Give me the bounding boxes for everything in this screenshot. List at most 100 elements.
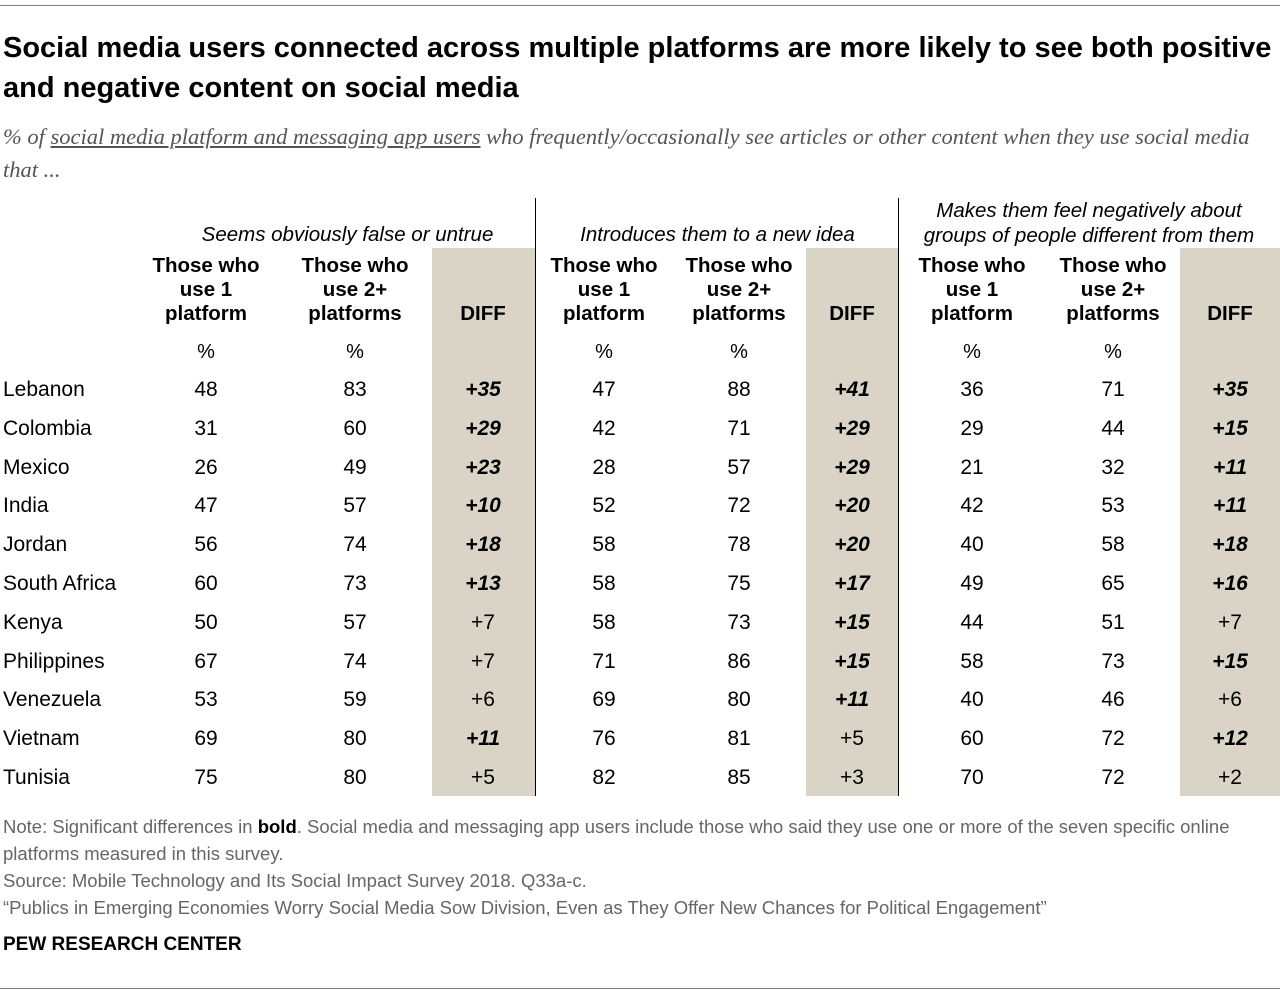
cell-idea-diff: +29 bbox=[834, 455, 870, 479]
cell-idea-diff: +20 bbox=[834, 494, 870, 518]
colhead-false-diff: DIFF bbox=[460, 302, 506, 325]
cell-idea-diff: +20 bbox=[834, 533, 870, 557]
cell-false-one: 31 bbox=[194, 416, 218, 440]
note-prefix: Note: Significant differences in bbox=[3, 816, 258, 837]
colhead-line: Those who bbox=[301, 254, 409, 277]
cell-neg-diff: +15 bbox=[1212, 649, 1248, 673]
cell-neg-diff: +18 bbox=[1212, 533, 1248, 557]
cell-neg-one: 44 bbox=[960, 610, 984, 634]
row-label: Venezuela bbox=[3, 688, 102, 712]
group-header-negative-line1: Makes them feel negatively about bbox=[936, 199, 1242, 222]
cell-false-diff: +23 bbox=[465, 455, 501, 479]
row-label: India bbox=[3, 494, 49, 518]
cell-false-diff: +5 bbox=[471, 766, 495, 789]
cell-idea-two: 88 bbox=[727, 378, 751, 401]
group-separator-1 bbox=[535, 198, 536, 796]
cell-false-one: 50 bbox=[194, 610, 218, 634]
pct-idea-two: % bbox=[730, 341, 748, 363]
cell-neg-two: 53 bbox=[1101, 494, 1125, 518]
cell-neg-two: 72 bbox=[1101, 766, 1125, 789]
group-header-idea: Introduces them to a new idea bbox=[580, 223, 855, 246]
pct-false-one: % bbox=[197, 341, 215, 363]
cell-neg-diff: +12 bbox=[1212, 727, 1248, 751]
cell-idea-diff: +29 bbox=[834, 416, 870, 440]
subtitle-underlined: social media platform and messaging app … bbox=[50, 124, 481, 149]
cell-idea-two: 57 bbox=[727, 455, 751, 479]
colhead-idea-one: Those who use 1 platform bbox=[534, 254, 674, 326]
group-header-negative-line2: groups of people different from them bbox=[923, 224, 1255, 247]
cell-idea-two: 81 bbox=[727, 727, 751, 751]
cell-false-two: 49 bbox=[343, 455, 367, 479]
colhead-line: use 1 bbox=[179, 278, 233, 301]
colhead-line: platforms bbox=[308, 302, 402, 325]
cell-idea-one: 47 bbox=[592, 378, 616, 401]
cell-idea-one: 58 bbox=[592, 610, 616, 634]
subtitle-prefix: % of bbox=[3, 124, 51, 149]
cell-neg-two: 58 bbox=[1101, 533, 1125, 557]
pct-false-two: % bbox=[346, 341, 364, 363]
cell-false-diff: +18 bbox=[465, 533, 501, 557]
cell-idea-one: 82 bbox=[592, 766, 616, 789]
colhead-neg-two: Those who use 2+ platforms bbox=[1043, 254, 1183, 326]
colhead-line: Those who bbox=[152, 254, 260, 277]
cell-false-diff: +7 bbox=[471, 649, 495, 673]
note-suffix: . Social media and messaging app users i… bbox=[3, 816, 1230, 864]
cell-neg-one: 21 bbox=[960, 455, 984, 479]
colhead-line: use 2+ bbox=[706, 278, 772, 301]
cell-false-two: 57 bbox=[343, 494, 367, 518]
colhead-line: platforms bbox=[1066, 302, 1160, 325]
row-label: South Africa bbox=[3, 572, 117, 595]
cell-idea-two: 80 bbox=[727, 688, 751, 712]
row-label: Tunisia bbox=[3, 766, 70, 789]
diff-band-false bbox=[432, 248, 535, 796]
colhead-line: platform bbox=[165, 302, 247, 325]
row-label: Vietnam bbox=[3, 727, 80, 751]
cell-false-two: 73 bbox=[343, 572, 367, 595]
cell-neg-two: 72 bbox=[1101, 727, 1125, 751]
cell-false-one: 26 bbox=[194, 455, 218, 479]
row-label: Kenya bbox=[3, 610, 63, 634]
cell-neg-diff: +6 bbox=[1218, 688, 1242, 712]
cell-idea-two: 78 bbox=[727, 533, 751, 557]
cell-false-diff: +7 bbox=[471, 610, 495, 634]
cell-idea-two: 72 bbox=[727, 494, 751, 518]
cell-idea-one: 52 bbox=[592, 494, 616, 518]
cell-false-two: 83 bbox=[343, 378, 367, 401]
colhead-neg-diff: DIFF bbox=[1207, 302, 1253, 325]
colhead-false-two: Those who use 2+ platforms bbox=[285, 254, 425, 326]
cell-false-one: 69 bbox=[194, 727, 218, 751]
group-separator-2 bbox=[898, 198, 899, 796]
cell-idea-one: 28 bbox=[592, 455, 616, 479]
cell-neg-one: 58 bbox=[960, 649, 984, 673]
cell-false-diff: +35 bbox=[465, 378, 501, 401]
cell-neg-diff: +16 bbox=[1212, 572, 1248, 595]
cell-false-one: 53 bbox=[194, 688, 218, 712]
cell-neg-one: 42 bbox=[960, 494, 984, 518]
cell-false-one: 75 bbox=[194, 766, 218, 789]
cell-false-one: 56 bbox=[194, 533, 218, 557]
cell-idea-two: 85 bbox=[727, 766, 751, 789]
pct-neg-two: % bbox=[1104, 341, 1122, 363]
cell-false-diff: +29 bbox=[465, 416, 501, 440]
diff-band-idea bbox=[806, 248, 898, 796]
cell-idea-diff: +15 bbox=[834, 649, 870, 673]
colhead-line: use 1 bbox=[577, 278, 631, 301]
cell-neg-two: 65 bbox=[1101, 572, 1125, 595]
cell-neg-diff: +11 bbox=[1212, 494, 1248, 518]
group-header-false: Seems obviously false or untrue bbox=[201, 223, 494, 246]
cell-false-diff: +11 bbox=[465, 727, 501, 751]
cell-neg-diff: +15 bbox=[1212, 416, 1248, 440]
cell-neg-one: 40 bbox=[960, 688, 984, 712]
cell-neg-two: 44 bbox=[1101, 416, 1125, 440]
row-label: Philippines bbox=[3, 649, 105, 673]
colhead-line: use 2+ bbox=[322, 278, 388, 301]
cell-false-diff: +6 bbox=[471, 688, 495, 712]
cell-neg-one: 70 bbox=[960, 766, 984, 789]
bottom-rule bbox=[0, 988, 1280, 989]
colhead-line: platforms bbox=[692, 302, 786, 325]
cell-neg-one: 29 bbox=[960, 416, 984, 440]
cell-neg-one: 60 bbox=[960, 727, 984, 751]
row-label: Jordan bbox=[3, 533, 68, 557]
cell-neg-two: 51 bbox=[1101, 610, 1125, 634]
cell-false-diff: +10 bbox=[465, 494, 501, 518]
